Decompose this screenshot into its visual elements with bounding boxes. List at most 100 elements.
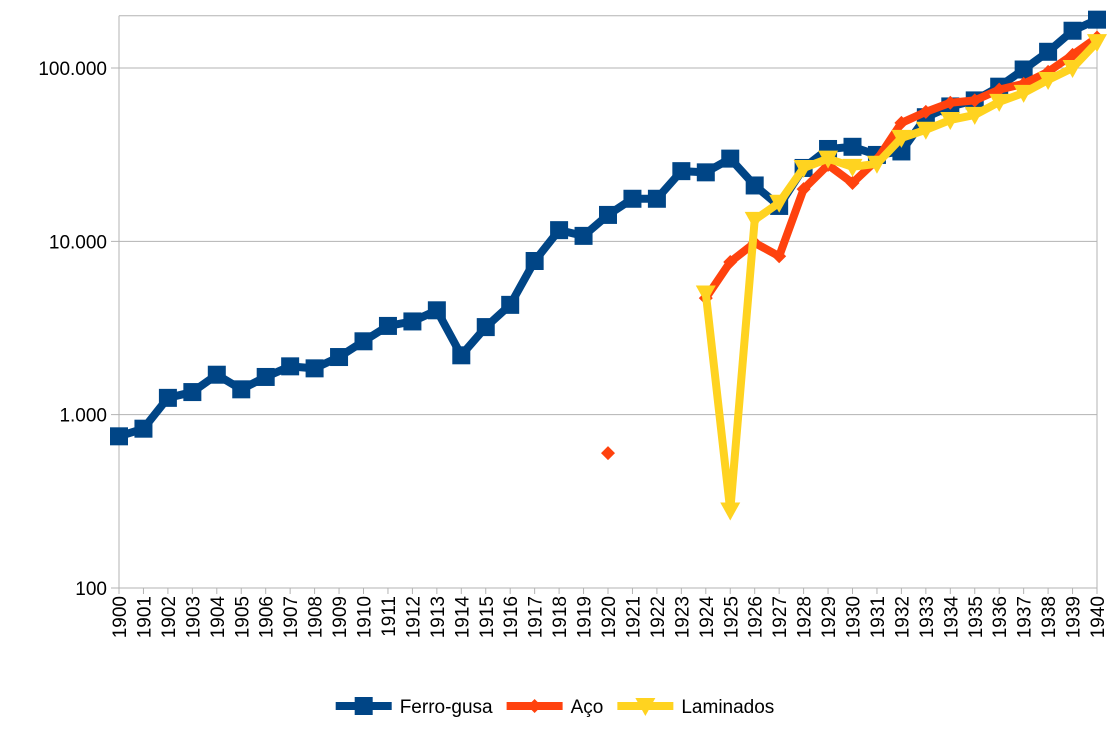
marker [842, 158, 863, 177]
x-tick-label: 1900 [110, 596, 131, 638]
y-tick-label: 1.000 [59, 406, 107, 427]
marker [647, 189, 666, 208]
x-tick-label: 1934 [941, 596, 962, 639]
marker [723, 254, 738, 269]
y-tick-label: 10.000 [49, 232, 107, 253]
marker [744, 211, 765, 230]
x-tick-label: 1907 [281, 596, 302, 638]
marker [964, 106, 985, 125]
marker [1062, 59, 1083, 78]
marker [574, 226, 593, 245]
x-tick-label: 1905 [232, 596, 253, 638]
x-tick-label: 1911 [379, 596, 400, 637]
marker [967, 93, 982, 108]
y-tick-label: 100.000 [38, 59, 107, 80]
marker [256, 367, 275, 386]
x-tick-label: 1926 [746, 596, 767, 638]
y-tick-label: 100 [75, 579, 107, 600]
x-tick-label: 1923 [672, 596, 693, 638]
x-tick-label: 1936 [990, 596, 1011, 638]
marker [745, 176, 764, 195]
marker [1087, 34, 1107, 53]
marker [915, 121, 936, 140]
legend-label: Aço [571, 697, 604, 718]
marker [452, 346, 471, 365]
marker [845, 175, 860, 190]
legend-label: Ferro-gusa [400, 697, 493, 718]
marker [894, 115, 909, 130]
marker [720, 502, 741, 521]
marker [695, 285, 716, 304]
marker [796, 182, 811, 197]
marker [183, 383, 202, 402]
marker [843, 137, 862, 156]
x-tick-label: 1929 [819, 596, 840, 638]
x-tick-label: 1939 [1064, 596, 1085, 638]
legend: Ferro-gusa Aço Laminados [335, 697, 774, 718]
marker [818, 150, 839, 169]
x-tick-label: 1933 [917, 596, 938, 638]
x-tick-label: 1902 [159, 596, 180, 638]
x-tick-label: 1918 [550, 596, 571, 638]
marker [866, 155, 887, 174]
x-tick-label: 1937 [1015, 596, 1036, 638]
x-tick-label: 1935 [966, 596, 987, 638]
x-tick-label: 1917 [526, 596, 547, 638]
marker [550, 221, 569, 240]
x-tick-label: 1925 [721, 596, 742, 638]
marker [427, 301, 446, 320]
marker [378, 316, 397, 335]
marker [1014, 60, 1033, 79]
marker [354, 332, 373, 351]
marker [207, 365, 226, 384]
legend-label: Laminados [681, 697, 774, 718]
marker [918, 104, 933, 119]
marker [158, 388, 177, 407]
x-tick-label: 1910 [355, 596, 376, 638]
marker [281, 357, 300, 376]
x-tick-label: 1928 [795, 596, 816, 638]
marker [403, 312, 422, 331]
series-line [701, 39, 1100, 515]
x-tick-label: 1927 [770, 596, 791, 638]
marker [772, 249, 787, 264]
x-tick-label: 1903 [183, 596, 204, 638]
marker [354, 697, 373, 715]
marker [1063, 21, 1082, 40]
marker [1065, 47, 1080, 62]
x-tick-label: 1912 [403, 596, 424, 638]
marker [672, 162, 691, 181]
x-tick-label: 1901 [134, 596, 155, 638]
marker [476, 318, 495, 337]
x-tick-label: 1914 [452, 596, 473, 639]
x-tick-label: 1932 [892, 596, 913, 638]
x-tick-label: 1920 [599, 596, 620, 638]
x-tick-label: 1924 [697, 596, 718, 639]
x-tick-label: 1913 [428, 596, 449, 638]
marker [623, 189, 642, 208]
x-tick-label: 1930 [844, 596, 865, 638]
x-tick-label: 1909 [330, 596, 351, 638]
x-tick-label: 1906 [257, 596, 278, 638]
x-tick-label: 1916 [501, 596, 522, 638]
x-tick-label: 1904 [208, 596, 229, 639]
marker [232, 380, 251, 399]
marker [134, 419, 153, 438]
marker [891, 129, 912, 148]
marker [110, 427, 128, 446]
marker [992, 82, 1007, 97]
marker [989, 93, 1010, 112]
x-tick-label: 1908 [306, 596, 327, 638]
marker [635, 698, 656, 716]
marker [599, 205, 617, 224]
marker [1039, 42, 1058, 61]
marker [501, 295, 520, 314]
series-line [702, 34, 1100, 301]
marker [940, 112, 961, 131]
x-tick-label: 1919 [575, 596, 596, 638]
x-tick-label: 1922 [648, 596, 669, 638]
marker [1013, 84, 1034, 103]
x-tick-label: 1938 [1039, 596, 1060, 638]
